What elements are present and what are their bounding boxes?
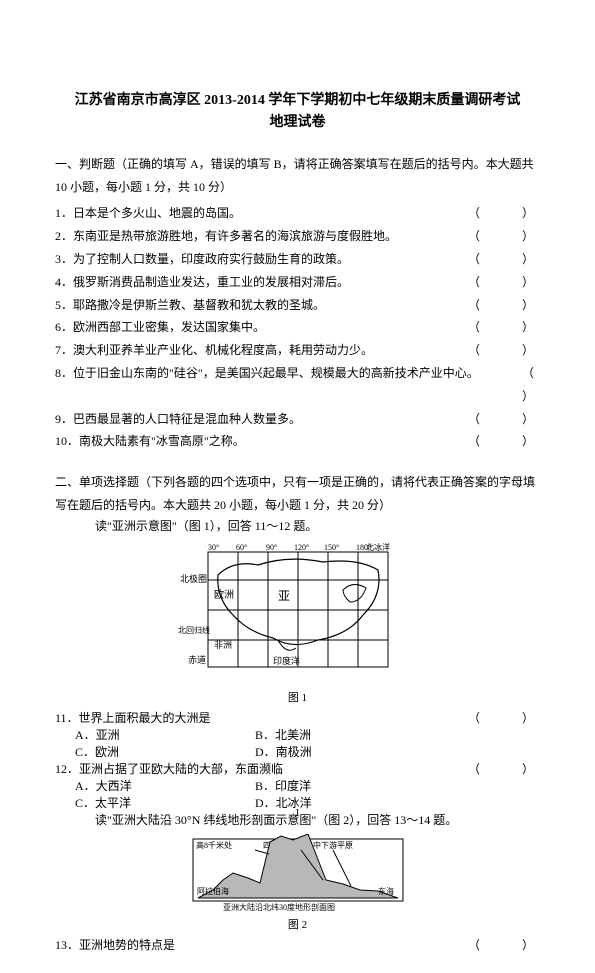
q11-opt-d: D．南极洲: [255, 743, 435, 760]
svg-text:150°: 150°: [324, 543, 339, 552]
q12-opt-a: A．大西洋: [75, 777, 255, 794]
q11-opt-a: A．亚洲: [75, 726, 255, 743]
blank-8b: ）: [514, 385, 540, 408]
blank-1: （ ）: [460, 202, 540, 225]
fig2-caption: 图 2: [55, 916, 540, 932]
svg-text:印度洋: 印度洋: [273, 655, 300, 666]
q12-stem: 12．亚洲占据了亚欧大陆的大部，东面濒临: [55, 760, 460, 777]
q13-blank: （ ）: [460, 936, 540, 953]
svg-text:北回归线: 北回归线: [178, 625, 210, 635]
tf-q5: 5．耶路撒冷是伊斯兰教、基督教和犹太教的圣城。: [55, 294, 460, 317]
svg-text:非洲: 非洲: [214, 639, 232, 650]
stem-11-12: 读"亚洲示意图"（图 1），回答 11～12 题。: [55, 517, 540, 534]
svg-text:北冰洋: 北冰洋: [366, 542, 390, 552]
blank-9: （ ）: [460, 408, 540, 431]
blank-2: （ ）: [460, 225, 540, 248]
q13-stem: 13．亚洲地势的特点是: [55, 936, 460, 953]
blank-4: （ ）: [460, 271, 540, 294]
svg-text:北极圈: 北极圈: [180, 573, 207, 584]
tf-q2: 2．东南亚是热带旅游胜地，有许多著名的海滨旅游与度假胜地。: [55, 225, 460, 248]
exam-title-l2: 地理试卷: [55, 112, 540, 134]
section2-header: 二、单项选择题（下列各题的四个选项中，只有一项是正确的，请将代表正确答案的字母填…: [55, 471, 540, 517]
page-number: 1: [0, 807, 595, 819]
blank-3: （ ）: [460, 248, 540, 271]
q11-blank: （ ）: [460, 709, 540, 726]
svg-text:亚洲大陆沿北纬30度地形剖面图: 亚洲大陆沿北纬30度地形剖面图: [223, 902, 335, 912]
blank-5: （ ）: [460, 294, 540, 317]
q12-opt-b: B．印度洋: [255, 777, 435, 794]
tf-q4: 4．俄罗斯消费品制造业发达，重工业的发展相对滞后。: [55, 271, 460, 294]
svg-text:30°: 30°: [208, 543, 219, 552]
svg-text:高8千米处: 高8千米处: [196, 840, 232, 850]
svg-text:赤道: 赤道: [188, 654, 206, 665]
tf-q3: 3．为了控制人口数量，印度政府实行鼓励生育的政策。: [55, 248, 460, 271]
figure-1: 30° 60° 90° 120° 150° 180° 北冰洋 北极圈 欧洲 亚 …: [55, 540, 540, 705]
svg-text:欧洲: 欧洲: [214, 589, 234, 601]
section1-header: 一、判断题（正确的填写 A，错误的填写 B，请将正确答案填写在题后的括号内。本大…: [55, 153, 540, 199]
tf-q7: 7．澳大利亚养羊业产业化、机械化程度高，耗用劳动力少。: [55, 339, 460, 362]
exam-title-l1: 江苏省南京市高淳区 2013-2014 学年下学期初中七年级期末质量调研考试: [55, 90, 540, 112]
blank-6: （ ）: [460, 316, 540, 339]
tf-q1: 1．日本是个多火山、地震的岛国。: [55, 202, 460, 225]
tf-q10: 10．南极大陆素有"冰雪高原"之称。: [55, 430, 460, 453]
svg-text:东海: 东海: [378, 886, 394, 896]
tf-q8: 8．位于旧金山东南的"硅谷"，是美国兴起最早、规模最大的高新技术产业中心。: [55, 362, 514, 385]
fig1-caption: 图 1: [55, 689, 540, 705]
q11-opt-c: C．欧洲: [75, 743, 255, 760]
svg-text:90°: 90°: [266, 543, 277, 552]
blank-10: （ ）: [460, 430, 540, 453]
svg-text:120°: 120°: [294, 543, 309, 552]
svg-text:亚: 亚: [278, 589, 290, 603]
q11-opt-b: B．北美洲: [255, 726, 435, 743]
figure-2: 四川盆地 长江中下游平原 高8千米处 阿拉伯海 东海 亚洲大陆沿北纬30度地形剖…: [55, 834, 540, 932]
blank-7: （ ）: [460, 339, 540, 362]
q12-blank: （ ）: [460, 760, 540, 777]
tf-q6: 6．欧洲西部工业密集，发达国家集中。: [55, 316, 460, 339]
q11-stem: 11．世界上面积最大的大洲是: [55, 709, 460, 726]
svg-text:60°: 60°: [236, 543, 247, 552]
svg-text:阿拉伯海: 阿拉伯海: [197, 886, 229, 896]
tf-q9: 9．巴西最显著的人口特征是混血种人数量多。: [55, 408, 460, 431]
blank-8a: （: [514, 362, 540, 385]
